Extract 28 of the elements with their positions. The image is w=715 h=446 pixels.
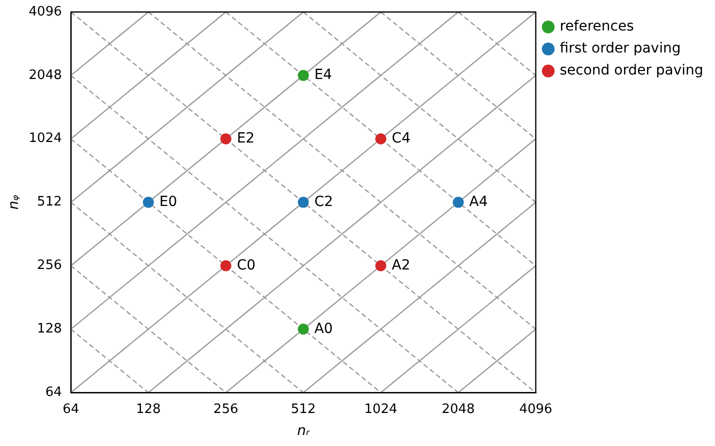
annotation: A2 [392, 257, 410, 274]
x-tick-label: 4096 [519, 402, 552, 417]
y-tick-label: 2048 [28, 68, 62, 83]
annotation: A4 [469, 194, 488, 210]
y-axis-title: nᵩ [6, 194, 22, 210]
x-tick-label: 64 [62, 402, 80, 417]
annotation: A0 [314, 320, 333, 337]
x-tick-label: 128 [136, 402, 161, 417]
y-tick-label: 1024 [28, 131, 62, 146]
x-tick-label: 512 [290, 402, 316, 417]
y-tick-label: 256 [37, 258, 62, 274]
annotation: C0 [236, 257, 256, 274]
annotation: C2 [314, 194, 334, 210]
legend-label: references [560, 18, 634, 35]
x-tick-label: 256 [213, 402, 238, 417]
annotation: C4 [392, 130, 411, 147]
y-tick-label: 64 [45, 384, 62, 400]
annotation: E0 [159, 194, 178, 210]
x-tick-label: 2048 [442, 402, 475, 417]
y-tick-label: 512 [37, 194, 62, 210]
x-tick-label: 1024 [364, 402, 398, 417]
legend-label: first order paving [560, 40, 681, 57]
annotation: E2 [236, 130, 255, 147]
annotation: E4 [314, 67, 332, 84]
legend-label: second order paving [560, 62, 704, 79]
y-tick-label: 4096 [28, 4, 62, 20]
x-axis-title: nᵣ [297, 423, 311, 440]
y-tick-label: 128 [37, 322, 62, 337]
